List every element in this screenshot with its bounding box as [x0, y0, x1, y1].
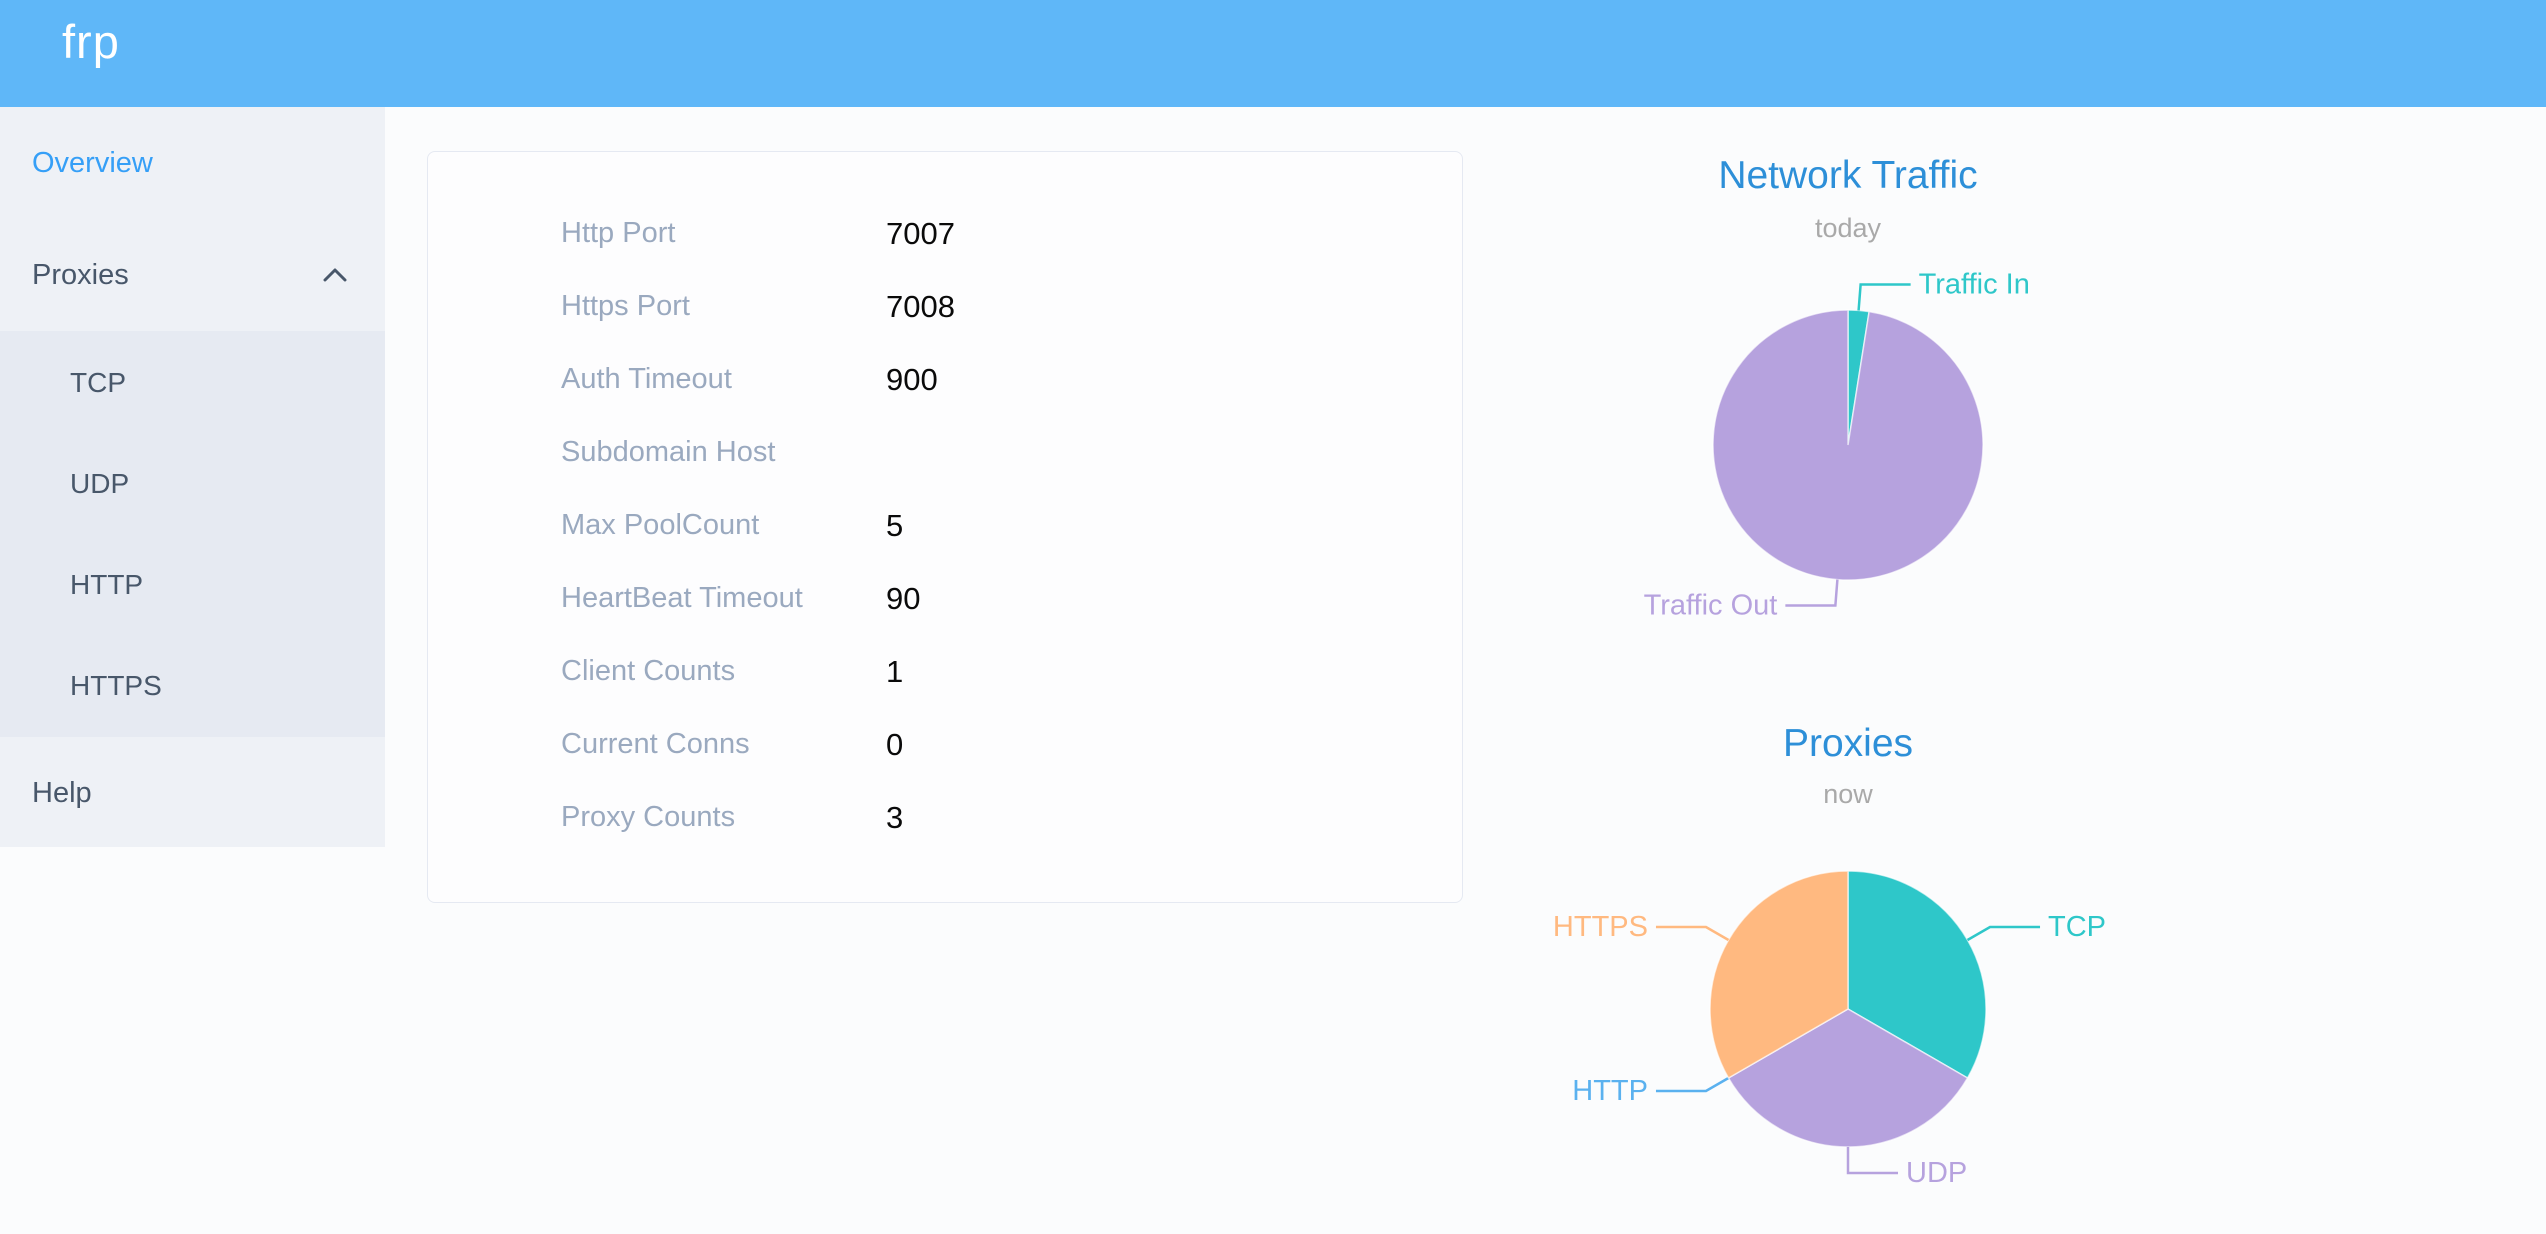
pie-leader-http [1655, 1076, 1730, 1093]
app-logo: frp [62, 15, 120, 68]
pie-leader-traffic-out [1785, 579, 1839, 607]
config-label: Max PoolCount [561, 509, 760, 541]
pie-slice-https[interactable] [1709, 870, 1849, 1080]
sidebar-item-udp[interactable]: UDP [70, 467, 130, 499]
pie-label-traffic-out: Traffic Out [1644, 590, 1778, 622]
config-row-client-counts: Client Counts 1 [428, 635, 1462, 708]
config-value: 7008 [886, 288, 955, 324]
config-value: 0 [886, 726, 904, 762]
pie-slice-tcp[interactable] [1847, 870, 1987, 1080]
config-row-http-port: Http Port 7007 [428, 197, 1462, 270]
proxies-chart-subtitle: now [1823, 779, 1873, 809]
app-header: frp [0, 0, 2546, 107]
pie-label-http: HTTP [1572, 1075, 1648, 1107]
config-value: 900 [886, 361, 938, 397]
config-value: 5 [886, 507, 904, 543]
pie-slice-traffic-out[interactable] [1712, 309, 1984, 581]
sidebar-item-https[interactable]: HTTPS [70, 669, 162, 701]
sidebar-item-tcp[interactable]: TCP [70, 366, 126, 398]
pie-leader-traffic-in [1857, 283, 1911, 311]
pie-leader-tcp [1966, 925, 2041, 942]
config-row-https-port: Https Port 7008 [428, 270, 1462, 343]
pie-leader-udp [1846, 1147, 1898, 1175]
sidebar: Overview Proxies TCP UDP HTTP HTTPS Help [0, 107, 385, 847]
proxies-chart-title: Proxies [1782, 722, 1914, 765]
config-value: 3 [886, 799, 904, 835]
pie-slice-udp[interactable] [1727, 1008, 1969, 1148]
config-label: Client Counts [561, 655, 736, 687]
sidebar-item-proxies[interactable]: Proxies [0, 219, 385, 331]
network-traffic-chart-subtitle: today [1814, 213, 1882, 243]
config-label: HeartBeat Timeout [561, 582, 803, 614]
config-value: 1 [886, 653, 904, 689]
pie-label-traffic-in: Traffic In [1919, 268, 2030, 300]
pie-label-tcp: TCP [2048, 911, 2106, 943]
sidebar-item-overview[interactable]: Overview [32, 146, 153, 179]
config-row-heartbeat-timeout: HeartBeat Timeout 90 [428, 562, 1462, 635]
pie-leader-https [1655, 925, 1730, 942]
network-traffic-chart-title: Network Traffic [1718, 154, 1978, 197]
config-label: Https Port [561, 290, 690, 322]
config-label: Current Conns [561, 728, 750, 760]
pie-label-https: HTTPS [1553, 911, 1648, 943]
pie-label-udp: UDP [1906, 1157, 1967, 1189]
config-row-max-poolcount: Max PoolCount 5 [428, 489, 1462, 562]
sidebar-item-proxies-label: Proxies [32, 258, 129, 291]
config-row-proxy-counts: Proxy Counts 3 [428, 781, 1462, 854]
chevron-up-icon [323, 268, 347, 282]
sidebar-item-http[interactable]: HTTP [70, 568, 144, 600]
config-row-subdomain-host: Subdomain Host [428, 416, 1462, 489]
config-label: Subdomain Host [561, 436, 776, 468]
config-label: Http Port [561, 217, 676, 249]
config-value: 90 [886, 580, 921, 616]
server-config-card: Http Port 7007 Https Port 7008 Auth Time… [427, 151, 1463, 903]
sidebar-item-help[interactable]: Help [32, 776, 92, 809]
config-label: Proxy Counts [561, 801, 736, 833]
config-row-current-conns: Current Conns 0 [428, 708, 1462, 781]
config-row-auth-timeout: Auth Timeout 900 [428, 343, 1462, 416]
proxies-submenu: TCP UDP HTTP HTTPS [0, 331, 385, 737]
config-value: 7007 [886, 215, 955, 251]
config-label: Auth Timeout [561, 363, 732, 395]
